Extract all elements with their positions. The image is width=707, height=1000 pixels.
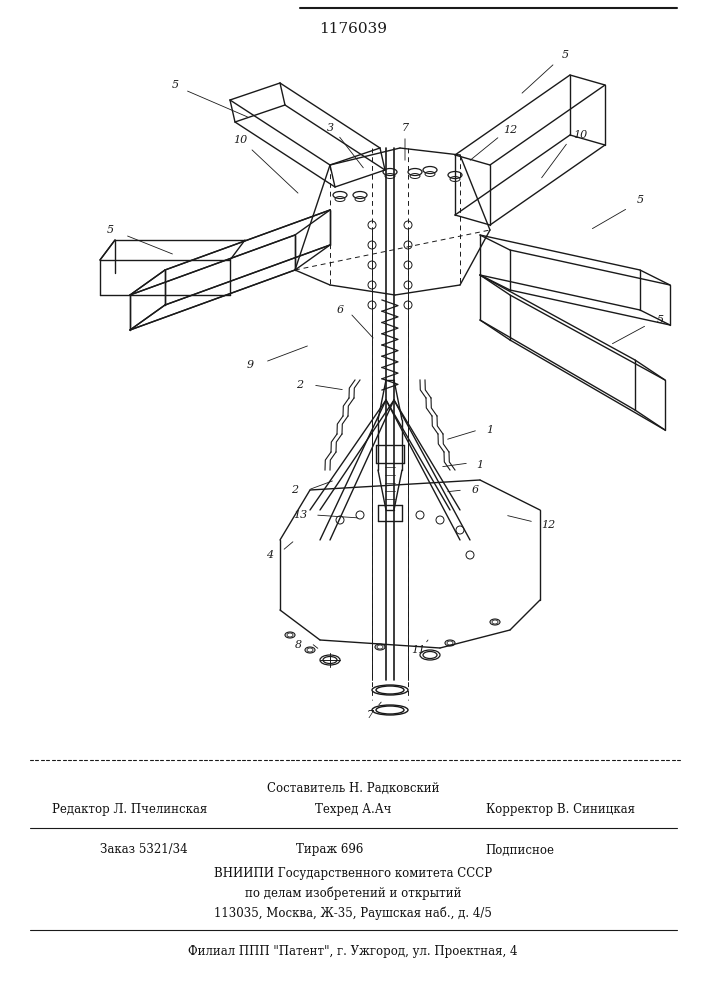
- Text: 5: 5: [656, 315, 664, 325]
- Text: 5: 5: [636, 195, 643, 205]
- Text: Корректор В. Синицкая: Корректор В. Синицкая: [486, 804, 634, 816]
- Text: 1176039: 1176039: [319, 22, 387, 36]
- Text: 12: 12: [541, 520, 555, 530]
- Text: 2: 2: [296, 380, 303, 390]
- Text: 113035, Москва, Ж-35, Раушская наб., д. 4/5: 113035, Москва, Ж-35, Раушская наб., д. …: [214, 906, 492, 920]
- Text: 10: 10: [233, 135, 247, 145]
- Text: Тираж 696: Тираж 696: [296, 844, 363, 856]
- Text: 12: 12: [503, 125, 517, 135]
- Text: Техред А.Ач: Техред А.Ач: [315, 804, 391, 816]
- Text: ВНИИПИ Государственного комитета СССР: ВНИИПИ Государственного комитета СССР: [214, 866, 492, 880]
- Text: 6: 6: [472, 485, 479, 495]
- Text: 1: 1: [486, 425, 493, 435]
- Text: 8: 8: [294, 640, 302, 650]
- Text: Заказ 5321/34: Заказ 5321/34: [100, 844, 187, 856]
- Text: 6: 6: [337, 305, 344, 315]
- Text: 9: 9: [247, 360, 254, 370]
- Text: 1: 1: [477, 460, 484, 470]
- Text: 10: 10: [573, 130, 587, 140]
- Text: 3: 3: [327, 123, 334, 133]
- Text: 11: 11: [411, 645, 425, 655]
- Text: 7: 7: [402, 123, 409, 133]
- Text: 5: 5: [171, 80, 179, 90]
- Text: 13: 13: [293, 510, 307, 520]
- Text: Составитель Н. Радковский: Составитель Н. Радковский: [267, 782, 439, 794]
- Text: Редактор Л. Пчелинская: Редактор Л. Пчелинская: [52, 804, 208, 816]
- Text: 5: 5: [107, 225, 114, 235]
- Text: Филиал ППП "Патент", г. Ужгород, ул. Проектная, 4: Филиал ППП "Патент", г. Ужгород, ул. Про…: [188, 946, 518, 958]
- Text: 5: 5: [561, 50, 568, 60]
- Text: по делам изобретений и открытий: по делам изобретений и открытий: [245, 886, 461, 900]
- Text: 4: 4: [267, 550, 274, 560]
- Text: Подписное: Подписное: [486, 844, 554, 856]
- Text: 7: 7: [366, 710, 373, 720]
- Text: 2: 2: [291, 485, 298, 495]
